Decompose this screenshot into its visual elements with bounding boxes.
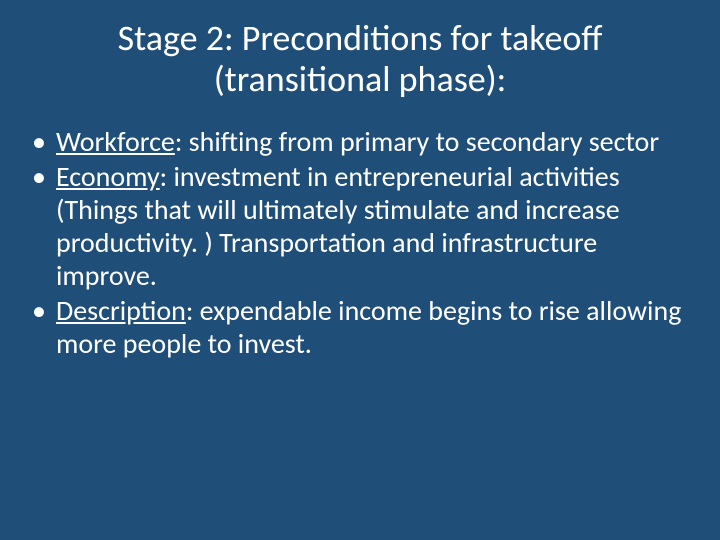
bullet-text: : shifting from primary to secondary sec… [175,124,659,159]
list-item: Description: expendable income begins to… [32,294,696,360]
title-line-2: (transitional phase): [214,57,507,101]
slide-title: Stage 2: Preconditions for takeoff (tran… [24,18,696,101]
bullet-label: Workforce [56,124,175,159]
list-item: Economy: investment in entrepreneurial a… [32,160,696,292]
title-line-1: Stage 2: Preconditions for takeoff [118,16,603,60]
bullet-label: Description [56,293,186,328]
list-item: Workforce: shifting from primary to seco… [32,125,696,158]
bullet-label: Economy [56,159,160,194]
bullet-list: Workforce: shifting from primary to seco… [24,125,696,360]
slide: Stage 2: Preconditions for takeoff (tran… [0,0,720,540]
